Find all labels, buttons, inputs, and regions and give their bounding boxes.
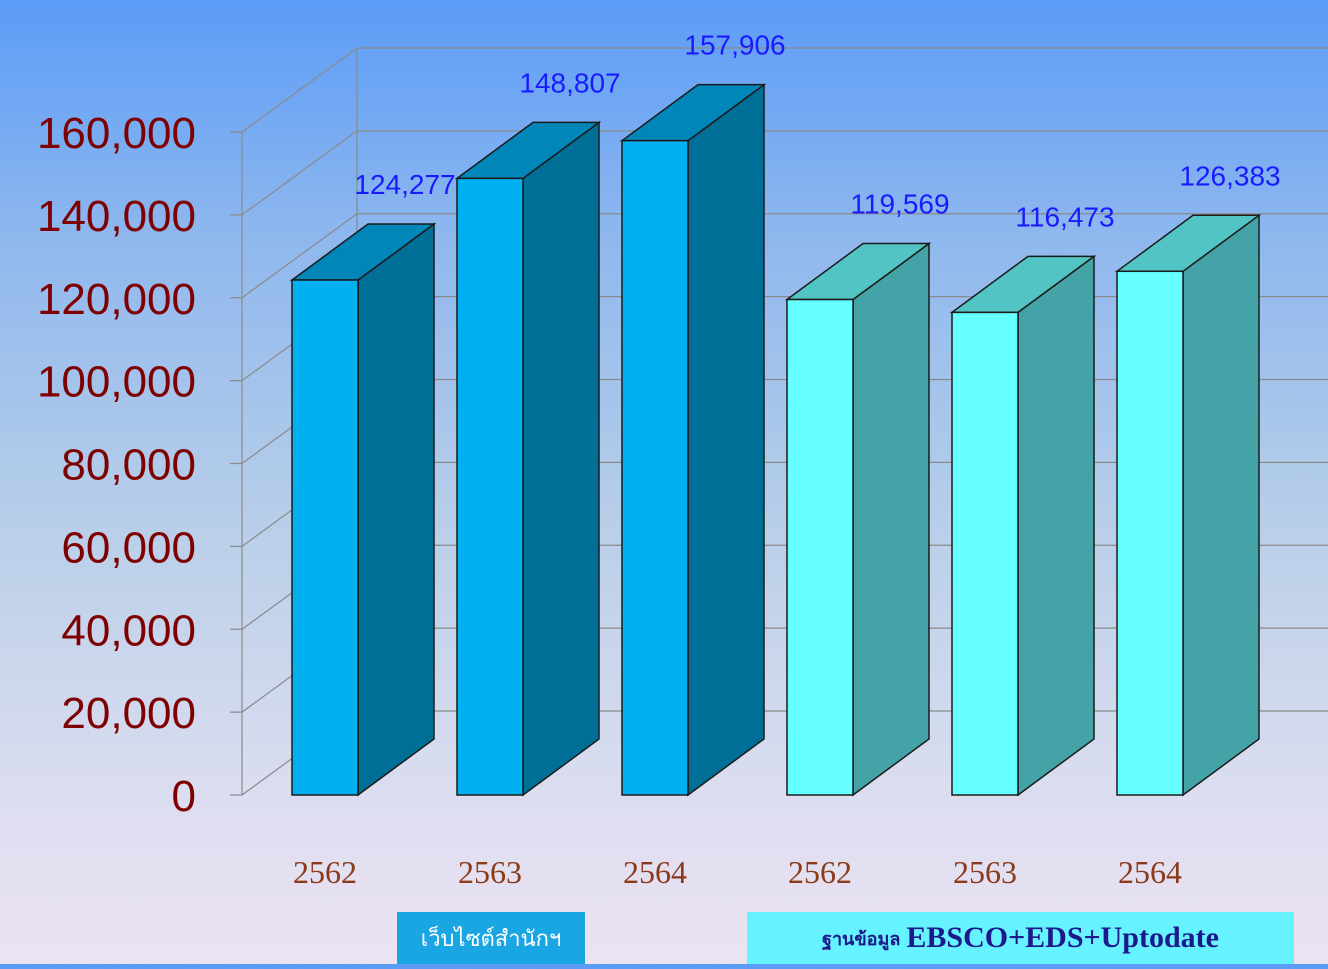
bar-front <box>621 139 689 796</box>
bar <box>289 222 437 797</box>
y-tick-label: 140,000 <box>37 192 196 241</box>
gridline-side <box>241 213 358 299</box>
bar-front <box>1116 270 1184 796</box>
bar <box>949 254 1097 797</box>
bar-front <box>291 279 359 796</box>
labels: 0 20,000 40,000 60,000 80,000 100,000 120,000 1… <box>37 30 1281 890</box>
bar-side <box>522 120 600 797</box>
y-tick-label: 0 <box>172 772 196 821</box>
data-label: 124,277 <box>354 169 455 200</box>
group-label-website-text: เว็บไซต์สำนักฯ <box>420 926 562 952</box>
bar-side <box>357 222 435 797</box>
x-tick-label: 2564 <box>623 854 687 890</box>
bar <box>784 242 932 797</box>
bar <box>619 83 767 797</box>
bar-side <box>1182 213 1260 797</box>
bar-side <box>1017 254 1095 797</box>
y-tick-label: 80,000 <box>61 441 196 490</box>
bar <box>454 120 602 797</box>
y-tick-label: 120,000 <box>37 275 196 324</box>
y-tick-label: 60,000 <box>61 523 196 572</box>
bar <box>1114 213 1262 797</box>
bar-side <box>687 83 765 797</box>
group-label-database-suffix: EBSCO+EDS+Uptodate <box>906 921 1219 954</box>
data-label: 116,473 <box>1015 201 1114 232</box>
x-tick-label: 2563 <box>458 854 522 890</box>
y-tick-label: 40,000 <box>61 606 196 655</box>
bar-front <box>786 298 854 796</box>
data-label: 119,569 <box>850 189 949 220</box>
x-tick-label: 2562 <box>293 854 357 890</box>
bars <box>289 83 1262 797</box>
data-label: 126,383 <box>1179 160 1280 191</box>
group-label-database: ฐานข้อมูล EBSCO+EDS+Uptodate <box>747 912 1294 964</box>
data-label: 148,807 <box>519 67 620 98</box>
data-label: 157,906 <box>684 30 785 61</box>
gridline-side <box>241 130 358 216</box>
group-label-website: เว็บไซต์สำนักฯ <box>397 912 585 964</box>
y-tick-label: 160,000 <box>37 109 196 158</box>
bar-side <box>852 242 930 797</box>
x-tick-label: 2563 <box>953 854 1017 890</box>
gridline-side <box>241 47 358 133</box>
x-tick-label: 2562 <box>788 854 852 890</box>
y-tick-label: 20,000 <box>61 689 196 738</box>
x-tick-label: 2564 <box>1118 854 1182 890</box>
y-tick-label: 100,000 <box>37 358 196 407</box>
group-label-database-prefix: ฐานข้อมูล <box>822 928 901 949</box>
bar-front <box>456 177 524 796</box>
bar-front <box>951 311 1019 796</box>
